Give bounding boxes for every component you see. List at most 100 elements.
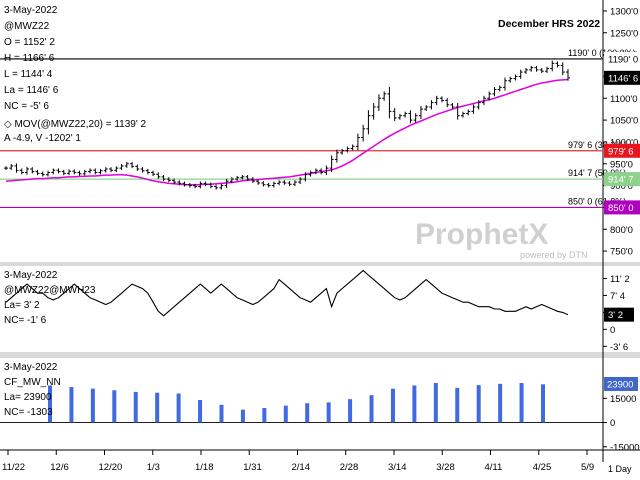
ohlc-bar [324,165,329,175]
ohlc-bar [382,91,387,101]
position-bar [348,399,353,423]
position-bar [305,403,310,423]
y-tick-label: -15000 [610,442,640,453]
ohlc-bar [77,170,82,176]
x-tick-label: 1/18 [195,462,214,473]
info-line: La = 1146' 6 [4,85,59,96]
ohlc-bar [145,168,150,175]
x-tick-label: 2/28 [340,462,359,473]
info-line: O = 1152' 2 [4,37,55,48]
ohlc-bar [534,65,539,72]
ohlc-bar [497,85,502,92]
ohlc-bar [67,169,72,176]
y-tick-label: -3' 6 [610,342,628,353]
x-tick-label: 11/22 [2,462,25,473]
price-tag-bg [604,51,640,66]
ohlc-bar [523,68,528,74]
ohlc-bar [166,177,171,183]
ohlc-bar [119,164,124,170]
ohlc-bar [313,168,318,175]
ohlc-bar [303,172,308,182]
ohlc-bar [19,168,24,175]
ohlc-bar [508,76,513,83]
ohlc-bar [544,66,549,74]
ohlc-bar [487,91,492,101]
info-line: @MWZ22@MWH23 [4,285,96,296]
ohlc-bar [35,169,40,176]
ohlc-bar [282,180,287,185]
ohlc-bar [455,103,460,120]
ohlc-bar [471,104,476,114]
ohlc-bar [550,60,555,72]
ohlc-bar [88,168,93,174]
ohlc-bar [98,168,103,175]
price-tag: 850' 0 [604,200,640,215]
watermark-subtext: powered by DTN [520,250,588,260]
x-tick-label: 1/31 [243,462,262,473]
retracement-label: 850' 0 (61.8%) [568,196,626,206]
ohlc-bar [345,146,350,153]
position-bar [369,395,374,423]
ohlc-bar [219,183,224,190]
ohlc-bar [25,166,30,175]
y-tick-label: 0 [610,325,615,336]
position-bar [412,385,417,423]
ohlc-bar [61,169,66,176]
ohlc-bar [4,166,8,170]
ohlc-bar [135,164,140,171]
x-tick-label: 1/3 [147,462,160,473]
price-tag-label: 979' 6 [608,146,634,157]
info-line: H = 1166' 6 [4,53,55,64]
ohlc-bar [350,144,355,151]
ohlc-bar [319,168,324,175]
price-tag-bg [604,172,640,187]
ohlc-bar [240,175,245,180]
info-line: 3-May-2022 [4,270,58,281]
x-tick-label: 3/28 [436,462,455,473]
ohlc-bar [429,100,434,110]
ohlc-bar [387,86,392,119]
position-bar [219,404,224,423]
position-bar [133,391,138,423]
x-tick-label: 2/14 [292,462,311,473]
ohlc-bar [203,181,208,187]
last-price-tag: 1146' 6 [608,73,638,84]
ohlc-bar [250,177,255,184]
x-tick-label: 12/6 [50,462,69,473]
ohlc-bar [513,74,518,81]
ohlc-bar [266,182,271,188]
ohlc-bar [371,103,376,120]
ohlc-bar [130,161,135,169]
position-bar [283,405,288,423]
ohlc-bar [287,181,292,187]
ohlc-bar [224,178,229,189]
info-line: 3-May-2022 [4,5,58,16]
measure-label: A -4.9, V -1202' 1 [4,133,81,144]
position-bar [90,388,95,423]
ohlc-bar [229,177,234,184]
position-bar [519,383,524,423]
chart-title: December HRS 2022 [498,18,600,30]
y-tick-label: 800'0 [610,225,633,236]
info-line: 3-May-2022 [4,362,58,373]
ohlc-bar [271,181,276,188]
info-line: NC = -5' 6 [4,101,49,112]
ohlc-bar [235,175,240,181]
ohlc-bar [172,178,177,184]
ohlc-bar [109,167,114,173]
ohlc-bar [156,172,161,179]
last-price-tag-bg [604,70,640,85]
last-value-tag: 23900 [607,379,633,390]
watermark-text: ProphetX [415,218,548,251]
ohlc-bar [308,170,313,177]
position-bar [69,387,74,423]
position-bar [541,384,545,423]
info-line: NC= -1' 6 [4,315,47,326]
ohlc-bar [161,175,166,181]
spread-line [5,269,569,317]
position-bar [498,383,503,423]
position-bar [48,385,52,423]
info-line: NC= -1303 [4,407,53,418]
ohlc-bar [566,69,570,81]
